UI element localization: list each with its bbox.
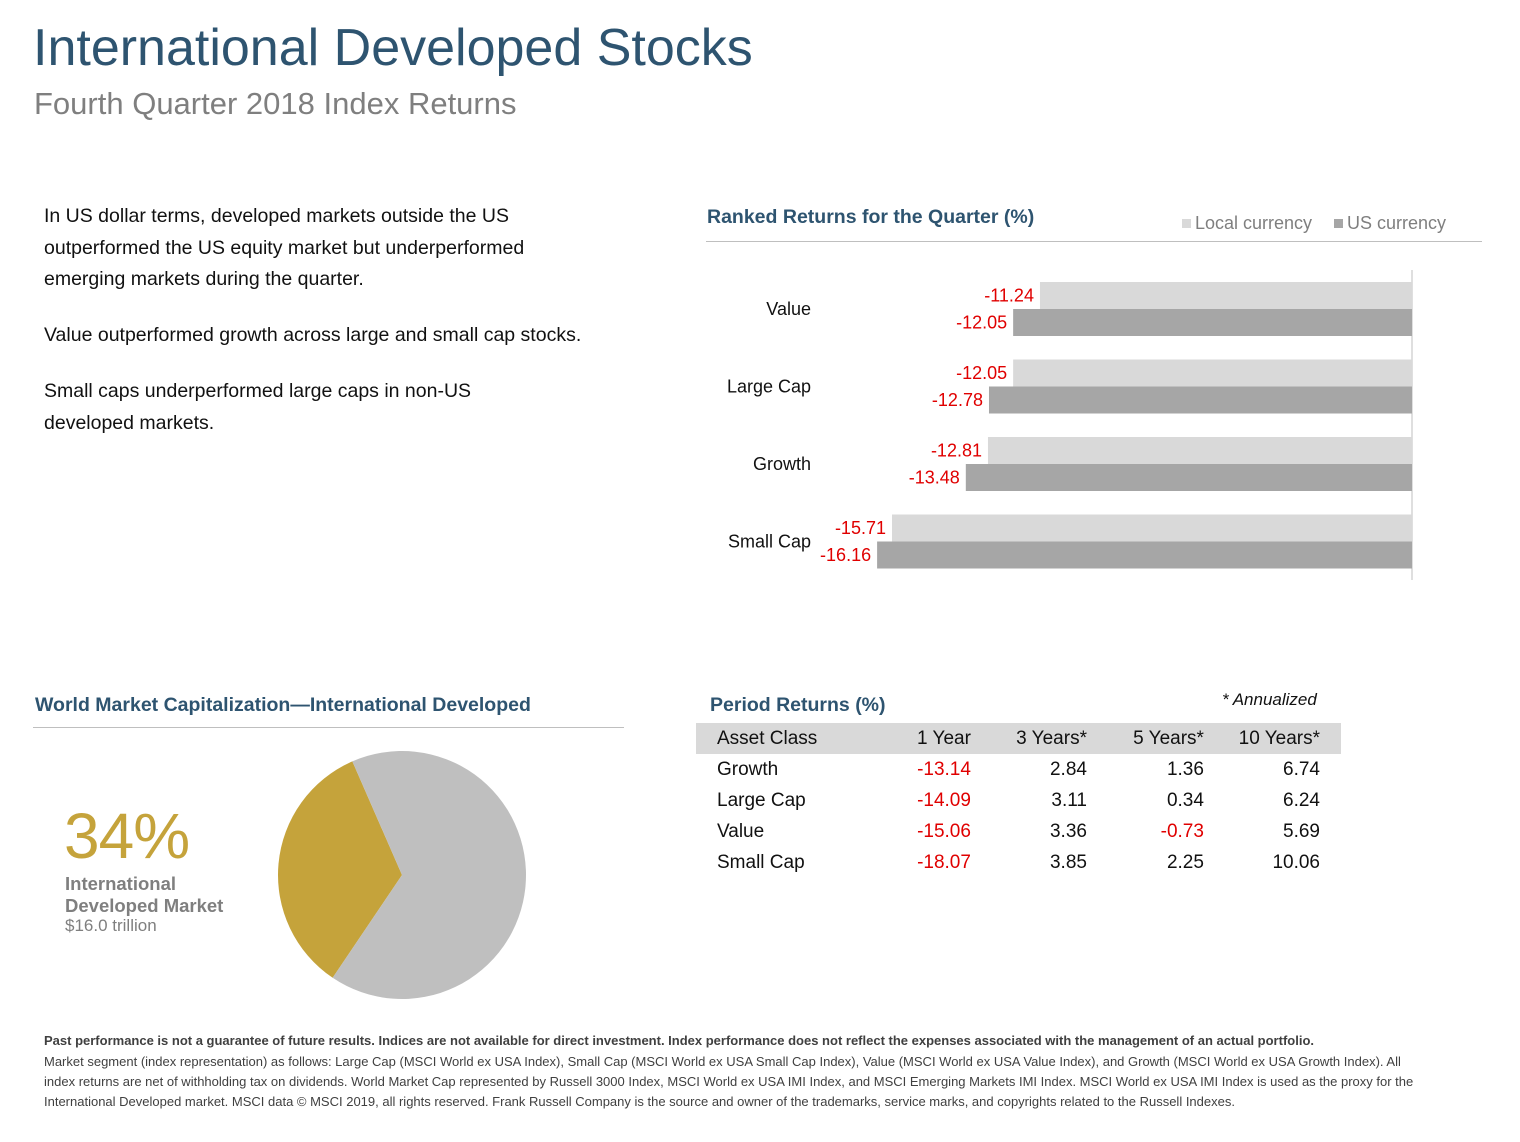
- bar-growth-us-currency: [965, 464, 1412, 491]
- world-cap-market-value: $16.0 trillion: [65, 916, 157, 935]
- table-cell: 5.69: [1283, 820, 1320, 842]
- bar-value-local-currency: [1039, 282, 1412, 309]
- table-cell: -18.07: [917, 851, 971, 873]
- summary-paragraph-3: Small caps underperformed large caps in …: [44, 380, 472, 434]
- summary-paragraph-1: In US dollar terms, developed markets ou…: [44, 205, 525, 290]
- category-label-growth: Growth: [753, 454, 811, 474]
- table-cell: 1.36: [1166, 758, 1204, 780]
- column-header-1-year: 1 Year: [870, 723, 971, 754]
- category-label-large-cap: Large Cap: [727, 377, 811, 397]
- table-cell: -13.14: [917, 758, 971, 780]
- disclaimer-body: Market segment (index representation) as…: [44, 1054, 1414, 1109]
- table-row: Small Cap -18.07 3.85 2.25 10.06: [696, 847, 1341, 878]
- value-label-large-cap-local-currency: -12.05: [956, 363, 1007, 383]
- table-header-row: Asset Class 1 Year 3 Years* 5 Years* 10 Year…: [696, 723, 1341, 754]
- table-cell: 6.24: [1283, 789, 1320, 811]
- ranked-divider: [706, 241, 1482, 242]
- legend-us-currency: US currency: [1334, 213, 1446, 234]
- value-label-small-cap-us-currency: -16.16: [820, 545, 871, 565]
- world-cap-title: World Market Capitalization—Internationa…: [35, 694, 531, 716]
- bar-large-cap-local-currency: [1013, 359, 1412, 387]
- world-cap-percent: 34%: [64, 800, 190, 872]
- table-cell: 6.74: [1283, 758, 1320, 780]
- period-returns-table: Asset Class 1 Year 3 Years* 5 Years* 10 Year…: [696, 723, 1341, 878]
- bar-small-cap-local-currency: [891, 514, 1412, 542]
- ranked-returns-title: Ranked Returns for the Quarter (%): [707, 206, 1035, 228]
- world-cap-pie-chart: [278, 751, 526, 999]
- page-subtitle: Fourth Quarter 2018 Index Returns: [34, 86, 517, 121]
- value-label-growth-us-currency: -13.48: [909, 468, 960, 488]
- table-cell: -15.06: [917, 820, 971, 842]
- disclaimer-bold: Past performance is not a guarantee of f…: [44, 1033, 1314, 1048]
- bar-growth-local-currency: [987, 437, 1412, 464]
- table-row: Growth -13.14 2.84 1.36 6.74: [696, 754, 1341, 785]
- table-cell: 10.06: [1272, 851, 1320, 873]
- row-label: Small Cap: [717, 851, 805, 873]
- value-label-value-local-currency: -11.24: [984, 286, 1034, 306]
- page-title: International Developed Stocks: [33, 19, 753, 77]
- world-cap-divider: [33, 727, 624, 728]
- pie-slice-rest-of-world: [332, 751, 526, 999]
- column-header-3-years: 3 Years*: [970, 723, 1087, 754]
- column-header-asset-class: Asset Class: [696, 723, 871, 754]
- table-cell: -0.73: [1160, 820, 1204, 842]
- table-cell: -14.09: [917, 789, 971, 811]
- bar-large-cap-us-currency: [988, 386, 1412, 414]
- row-label: Growth: [717, 758, 779, 780]
- table-row: Value -15.06 3.36 -0.73 5.69: [696, 816, 1341, 847]
- ranked-returns-chart: Value -11.24 -12.05 Large Cap -12.05 -12.78 Gr…: [727, 270, 1413, 580]
- value-label-large-cap-us-currency: -12.78: [932, 390, 983, 410]
- legend-local-currency: Local currency: [1182, 213, 1312, 234]
- legend-swatch-local: [1182, 219, 1191, 228]
- table-cell: 3.11: [1051, 789, 1087, 811]
- table-cell: 0.34: [1166, 789, 1204, 811]
- table-cell: 3.85: [1049, 851, 1087, 873]
- table-cell: 3.36: [1049, 820, 1087, 842]
- value-label-value-us-currency: -12.05: [956, 313, 1007, 333]
- category-label-small-cap: Small Cap: [728, 532, 811, 552]
- legend-label-us: US currency: [1347, 213, 1447, 233]
- category-label-value: Value: [766, 299, 811, 319]
- row-label: Large Cap: [717, 789, 806, 811]
- value-label-growth-local-currency: -12.81: [931, 441, 982, 461]
- table-cell: 2.25: [1166, 851, 1204, 873]
- table-cell: 2.84: [1049, 758, 1087, 780]
- period-returns-title: Period Returns (%): [710, 694, 886, 716]
- summary-paragraph-2: Value outperformed growth across large a…: [44, 324, 582, 346]
- annualized-note: * Annualized: [1222, 690, 1317, 709]
- bar-small-cap-us-currency: [877, 541, 1412, 569]
- column-header-5-years: 5 Years*: [1086, 723, 1204, 754]
- legend-label-local: Local currency: [1195, 213, 1313, 233]
- pie-slice-international-developed: [278, 761, 402, 978]
- table-row: Large Cap -14.09 3.11 0.34 6.24: [696, 785, 1341, 816]
- column-header-10-years: 10 Years*: [1203, 723, 1341, 754]
- legend-swatch-us: [1334, 219, 1343, 228]
- bar-value-us-currency: [1013, 309, 1412, 336]
- row-label: Value: [717, 820, 765, 842]
- value-label-small-cap-local-currency: -15.71: [835, 518, 886, 538]
- world-cap-market-name: International Developed Market: [65, 873, 224, 916]
